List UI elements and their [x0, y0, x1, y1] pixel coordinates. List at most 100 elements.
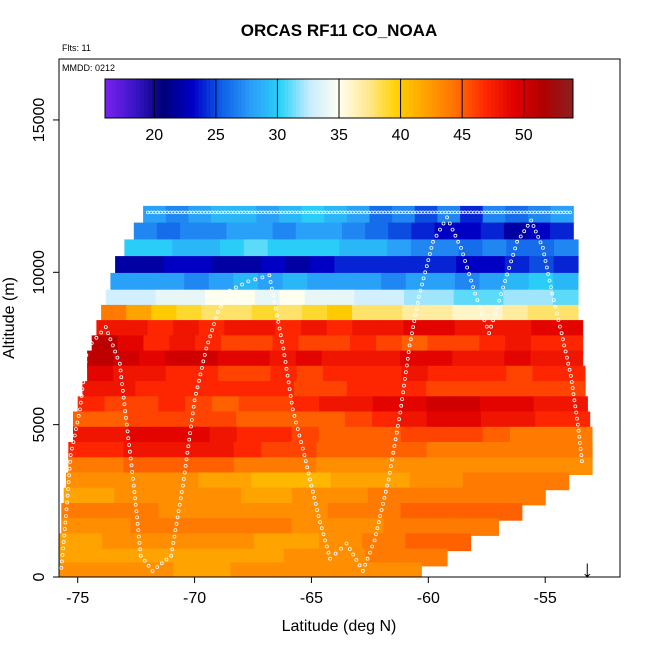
- heatmap-cell: [437, 205, 461, 224]
- heatmap-cell: [349, 365, 376, 384]
- heatmap-cell: [503, 222, 528, 241]
- heatmap-cell: [480, 411, 509, 430]
- colorbar-segment: [420, 79, 426, 118]
- colorbar-segment: [319, 79, 324, 118]
- heatmap-cell: [342, 487, 369, 506]
- colorbar-segment: [331, 79, 336, 118]
- track-point: [461, 252, 466, 257]
- colorbar-segment: [358, 79, 363, 118]
- track-point: [522, 229, 527, 234]
- colorbar-segment: [214, 79, 219, 118]
- colorbar-tick-label: 30: [269, 127, 287, 144]
- track-point: [79, 393, 84, 398]
- track-point: [495, 305, 500, 310]
- heatmap-cell: [558, 381, 586, 399]
- heatmap-cell: [418, 487, 445, 506]
- track-point: [213, 210, 217, 215]
- heatmap-cell: [383, 256, 409, 274]
- track-point: [338, 210, 342, 215]
- heatmap-cell: [298, 335, 325, 354]
- heatmap-cell: [458, 239, 484, 258]
- heatmap-cell: [407, 256, 433, 274]
- colorbar-segment: [522, 79, 527, 118]
- track-point: [394, 430, 399, 435]
- track-point: [290, 407, 295, 412]
- colorbar-segment: [198, 79, 203, 118]
- heatmap-cell: [161, 381, 189, 399]
- heatmap-cell: [203, 222, 227, 241]
- heatmap-cell: [436, 472, 464, 491]
- heatmap-cell: [120, 548, 142, 567]
- track-point: [310, 489, 315, 494]
- track-point: [441, 221, 446, 226]
- track-point: [309, 210, 313, 215]
- heatmap-cell: [231, 503, 256, 521]
- heatmap-cell: [411, 222, 435, 241]
- date-label: MMDD: 0212: [62, 63, 115, 73]
- track-point: [372, 538, 377, 543]
- track-point: [221, 299, 226, 304]
- heatmap-cell: [82, 381, 110, 399]
- track-point: [264, 210, 268, 215]
- track-point: [267, 210, 272, 215]
- heatmap-cell: [222, 548, 244, 567]
- track-point: [446, 210, 451, 215]
- heatmap-cell: [139, 365, 167, 384]
- track-point: [72, 433, 77, 438]
- colorbar-segment: [502, 79, 508, 118]
- track-point: [119, 375, 124, 380]
- colorbar-segment: [565, 79, 570, 118]
- heatmap-cell: [453, 411, 482, 430]
- heatmap-cell: [241, 487, 267, 506]
- heatmap-cell: [178, 442, 207, 460]
- heatmap-cell: [134, 503, 159, 521]
- heatmap-cell: [114, 487, 141, 506]
- track-point: [136, 534, 141, 539]
- track-point: [99, 330, 103, 335]
- heatmap-cell: [371, 457, 400, 475]
- track-point: [333, 551, 338, 556]
- heatmap-cell: [147, 320, 174, 338]
- track-point: [67, 466, 72, 471]
- heatmap-cell: [556, 350, 584, 369]
- track-point: [489, 324, 494, 329]
- track-point: [103, 325, 108, 330]
- heatmap-cell: [130, 289, 157, 308]
- track-point: [549, 285, 553, 290]
- heatmap-cell: [192, 562, 213, 577]
- track-point: [293, 210, 297, 215]
- heatmap-cell: [270, 365, 298, 384]
- heatmap-cell: [185, 396, 213, 414]
- track-point: [94, 335, 99, 340]
- track-point: [206, 210, 211, 215]
- track-point: [210, 210, 214, 215]
- heatmap-cell: [478, 350, 505, 369]
- track-point: [281, 346, 286, 351]
- track-point: [204, 346, 209, 351]
- heatmap-cell: [199, 518, 223, 536]
- heatmap-cell: [209, 411, 237, 430]
- heatmap-cell: [427, 533, 450, 552]
- track-point: [429, 245, 434, 250]
- track-point: [459, 210, 464, 215]
- heatmap-cell: [123, 457, 152, 475]
- track-point: [531, 224, 536, 228]
- colorbar-segment: [257, 79, 262, 118]
- heatmap-cell: [78, 562, 98, 577]
- track-point: [278, 333, 283, 338]
- heatmap-cell: [553, 272, 579, 291]
- track-point: [386, 210, 390, 215]
- heatmap-cell: [504, 350, 532, 369]
- track-point: [254, 210, 259, 215]
- track-point: [61, 546, 65, 551]
- track-point: [363, 210, 368, 215]
- track-point: [379, 508, 384, 512]
- track-point: [62, 527, 67, 531]
- heatmap-cell: [282, 272, 308, 291]
- track-point: [523, 210, 528, 215]
- heatmap-cell: [285, 256, 311, 274]
- heatmap-cell: [180, 222, 204, 241]
- heatmap-cell: [505, 320, 532, 338]
- colorbar-ticks: 20 25 30 35 40 45 50: [145, 79, 533, 144]
- heatmap-cell: [456, 256, 482, 274]
